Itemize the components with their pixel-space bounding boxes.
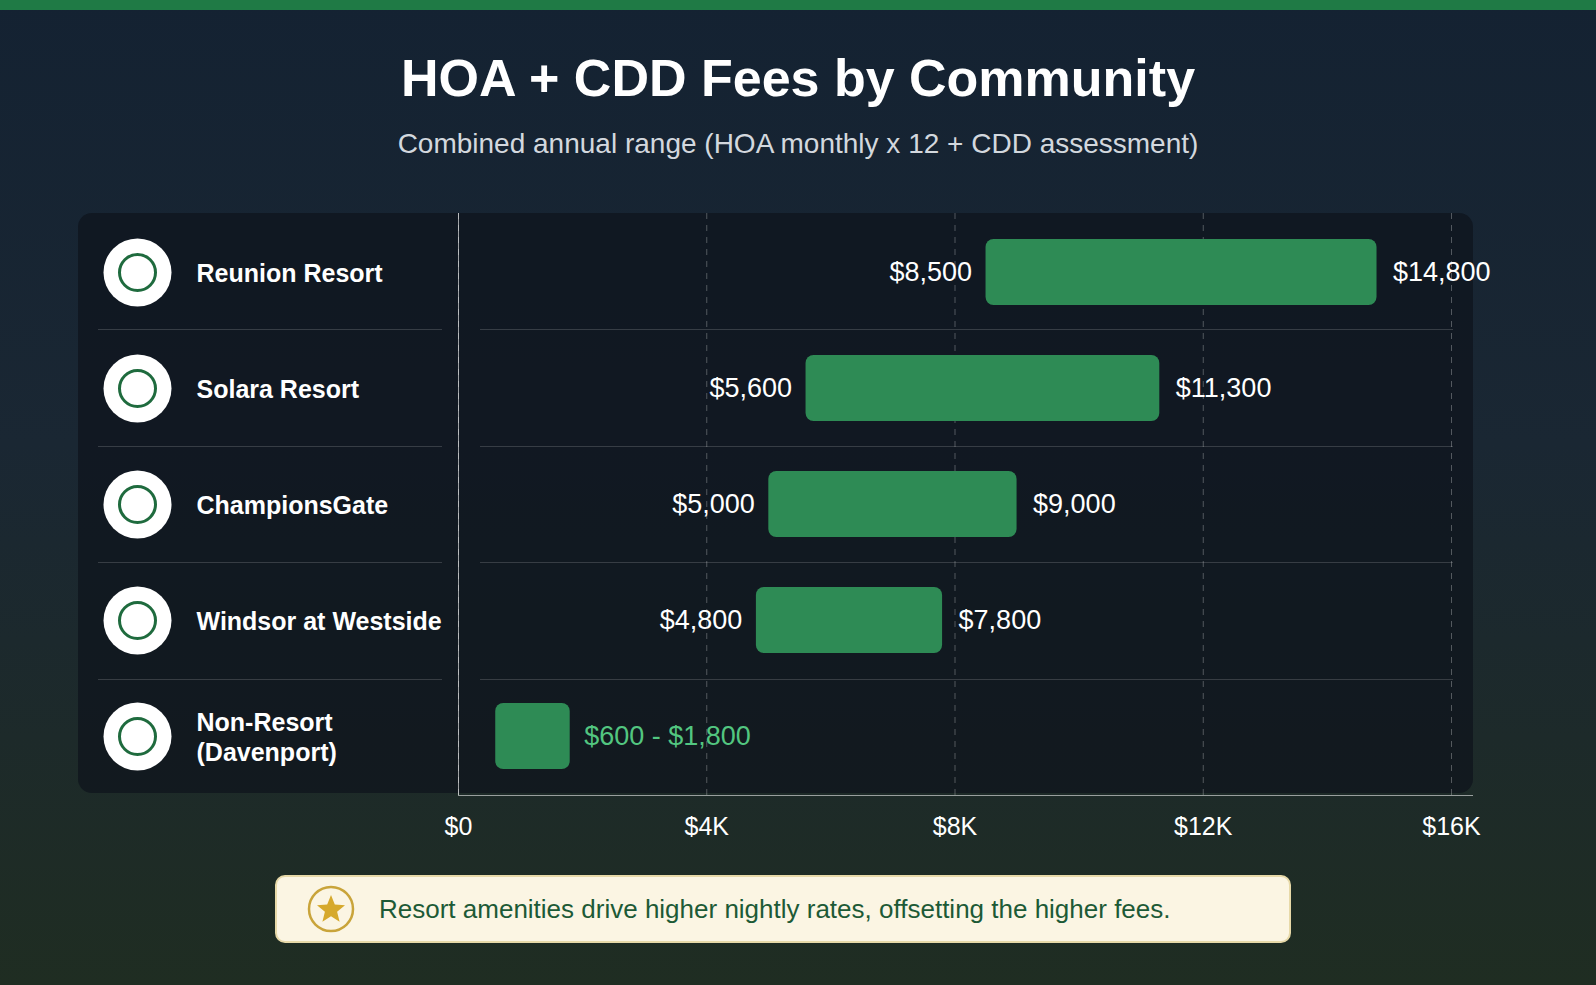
html-text:Combined annual range (HOA mon: Combined annual range (HOA monthly x 12 … bbox=[397, 128, 1199, 159]
svg-text:$11,300: $11,300 bbox=[1176, 373, 1272, 403]
html-text:Resort amenities drive higher: Resort amenities drive higher nightly ra… bbox=[379, 893, 1171, 924]
svg-text:$8K: $8K bbox=[933, 812, 978, 840]
html-text:HOA + CDD Fees by Community: HOA + CDD Fees by Community bbox=[401, 49, 1195, 107]
svg-text:$8,500: $8,500 bbox=[889, 257, 972, 287]
svg-text:$12K: $12K bbox=[1174, 812, 1233, 840]
svg-text:$7,800: $7,800 bbox=[959, 605, 1042, 635]
svg-text:$16K: $16K bbox=[1422, 812, 1481, 840]
svg-text:$4,800: $4,800 bbox=[660, 605, 743, 635]
svg-text:$0: $0 bbox=[445, 812, 473, 840]
svg-text:Windsor at Westside: Windsor at Westside bbox=[197, 607, 442, 635]
svg-text:$4K: $4K bbox=[685, 812, 730, 840]
svg-text:$9,000: $9,000 bbox=[1033, 489, 1116, 519]
svg-text:$600 - $1,800: $600 - $1,800 bbox=[584, 721, 751, 751]
svg-text:$5,600: $5,600 bbox=[709, 373, 792, 403]
svg-text:Reunion Resort: Reunion Resort bbox=[197, 259, 384, 287]
svg-text:$14,800: $14,800 bbox=[1393, 257, 1491, 287]
svg-text:Solara Resort: Solara Resort bbox=[197, 375, 360, 403]
svg-text:Non-Resort(Davenport): Non-Resort(Davenport) bbox=[197, 708, 337, 766]
svg-text:$5,000: $5,000 bbox=[672, 489, 755, 519]
svg-text:ChampionsGate: ChampionsGate bbox=[197, 491, 389, 519]
